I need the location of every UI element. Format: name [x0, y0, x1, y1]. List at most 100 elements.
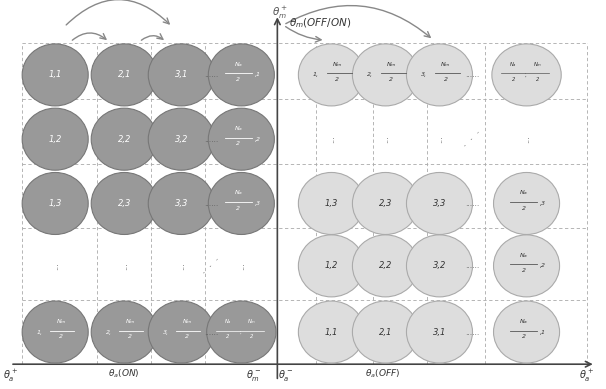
Text: ,2: ,2	[255, 137, 261, 142]
Text: 2: 2	[522, 206, 525, 211]
Text: $N_m$: $N_m$	[182, 317, 193, 326]
Ellipse shape	[148, 172, 215, 235]
Text: ......: ......	[465, 199, 479, 208]
Text: ·  ·  ·: · · ·	[461, 128, 484, 150]
Ellipse shape	[298, 301, 364, 363]
Text: 2,2: 2,2	[118, 135, 131, 144]
Text: 3,2: 3,2	[433, 261, 446, 270]
Ellipse shape	[353, 172, 419, 235]
Text: $\theta_m^+$: $\theta_m^+$	[273, 5, 288, 21]
Text: $N_a$: $N_a$	[519, 251, 528, 260]
Text: ...: ...	[327, 135, 336, 143]
Text: 1,1: 1,1	[48, 70, 62, 79]
Ellipse shape	[208, 44, 275, 106]
Ellipse shape	[92, 44, 158, 106]
Text: $N_a$: $N_a$	[234, 124, 243, 133]
Text: ...: ...	[51, 262, 59, 270]
Text: 1,3: 1,3	[48, 199, 62, 208]
Text: ,: ,	[239, 329, 241, 335]
Text: 2: 2	[335, 77, 339, 82]
Text: ,3: ,3	[255, 201, 261, 206]
Text: 2,2: 2,2	[379, 261, 392, 270]
Ellipse shape	[492, 44, 561, 106]
Text: $N_m$: $N_m$	[332, 60, 343, 69]
Text: ,1: ,1	[255, 72, 261, 77]
Text: ......: ......	[204, 328, 218, 336]
Ellipse shape	[208, 172, 275, 235]
Text: ...: ...	[120, 262, 128, 270]
Ellipse shape	[353, 301, 419, 363]
Text: 1,2: 1,2	[325, 261, 338, 270]
Text: $N_m$: $N_m$	[440, 60, 451, 69]
Text: ...: ...	[522, 135, 531, 143]
Text: ......: ......	[204, 70, 218, 79]
Text: ......: ......	[465, 328, 479, 336]
Text: $\theta_a^-$: $\theta_a^-$	[278, 368, 293, 383]
Text: 3,3: 3,3	[433, 199, 446, 208]
Text: $N_a$: $N_a$	[519, 189, 528, 198]
Ellipse shape	[207, 301, 276, 363]
Text: 2: 2	[227, 334, 230, 339]
Text: 2: 2	[250, 334, 254, 339]
Text: 1,: 1,	[36, 329, 42, 335]
Text: 2,1: 2,1	[118, 70, 131, 79]
Text: $\theta_a^+$: $\theta_a^+$	[2, 368, 18, 384]
Ellipse shape	[22, 172, 88, 235]
Ellipse shape	[493, 235, 559, 297]
Text: $N_m$: $N_m$	[386, 60, 397, 69]
Ellipse shape	[298, 235, 364, 297]
Text: ...: ...	[177, 262, 186, 270]
Text: $\theta_a(ON)$: $\theta_a(ON)$	[108, 368, 140, 380]
Text: 2: 2	[236, 77, 241, 82]
Text: $\theta_a^+$: $\theta_a^+$	[579, 368, 594, 384]
Ellipse shape	[148, 301, 215, 363]
Text: 1,1: 1,1	[325, 328, 338, 336]
Text: $N_a$: $N_a$	[519, 317, 528, 326]
Text: 2: 2	[522, 268, 525, 273]
Ellipse shape	[22, 44, 88, 106]
Text: ,2: ,2	[540, 263, 546, 268]
Text: 2: 2	[128, 334, 132, 339]
Text: $N_m$: $N_m$	[247, 317, 257, 326]
Text: 1,3: 1,3	[325, 199, 338, 208]
Text: $N_a$: $N_a$	[234, 189, 243, 198]
Ellipse shape	[148, 44, 215, 106]
Text: 3,3: 3,3	[175, 199, 188, 208]
Text: ......: ......	[204, 135, 218, 144]
Ellipse shape	[208, 108, 275, 170]
Text: $N_a$: $N_a$	[510, 60, 518, 69]
Text: ·  ·  ·: · · ·	[200, 255, 222, 277]
Text: ,1: ,1	[540, 329, 546, 335]
Ellipse shape	[353, 44, 419, 106]
Text: 2: 2	[59, 334, 63, 339]
Ellipse shape	[148, 108, 215, 170]
Text: 3,2: 3,2	[175, 135, 188, 144]
Text: ...: ...	[435, 135, 444, 143]
Text: 1,2: 1,2	[48, 135, 62, 144]
Ellipse shape	[22, 108, 88, 170]
Ellipse shape	[92, 301, 158, 363]
Ellipse shape	[92, 108, 158, 170]
Text: ...: ...	[381, 135, 390, 143]
Text: ,: ,	[525, 72, 526, 77]
Ellipse shape	[92, 172, 158, 235]
Ellipse shape	[298, 172, 364, 235]
Text: $N_m$: $N_m$	[56, 317, 67, 326]
Text: ......: ......	[465, 261, 479, 270]
Text: $N_m$: $N_m$	[125, 317, 136, 326]
Text: $\theta_m(OFF/ON)$: $\theta_m(OFF/ON)$	[290, 16, 351, 30]
Ellipse shape	[493, 301, 559, 363]
Text: ...: ...	[237, 262, 246, 270]
Text: 3,: 3,	[162, 329, 168, 335]
Text: $N_a$: $N_a$	[234, 60, 243, 69]
Text: $N_m$: $N_m$	[533, 60, 542, 69]
Text: ......: ......	[204, 199, 218, 208]
Ellipse shape	[407, 44, 473, 106]
Text: 2,: 2,	[105, 329, 112, 335]
Text: 3,: 3,	[421, 72, 427, 77]
Text: 2: 2	[536, 77, 539, 82]
Text: 2,: 2,	[367, 72, 373, 77]
Text: 2: 2	[185, 334, 189, 339]
Ellipse shape	[298, 44, 364, 106]
Text: 2: 2	[236, 142, 241, 147]
